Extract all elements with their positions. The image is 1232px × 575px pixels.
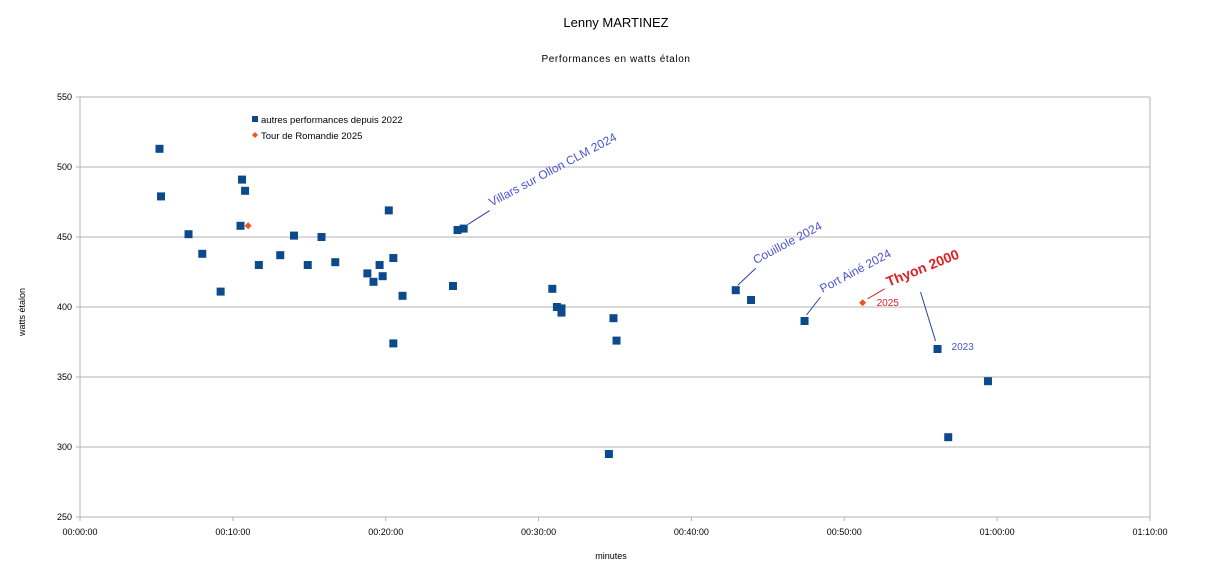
x-axis-label: minutes (595, 551, 627, 561)
data-point (241, 186, 250, 195)
x-tick-label: 00:40:00 (674, 527, 709, 537)
data-point (216, 287, 225, 296)
annotation-label: Port Ainé 2024 (817, 246, 893, 295)
annotation-layer: Villars sur Ollon CLM 2024 Couillole 2024… (487, 130, 975, 353)
y-tick-label: 400 (57, 302, 72, 312)
data-point (731, 286, 740, 295)
x-tick-label: 01:00:00 (980, 527, 1015, 537)
annotation-connector (737, 267, 757, 286)
data-point (375, 261, 384, 269)
y-tick-label: 550 (57, 92, 72, 102)
data-point (198, 249, 207, 258)
data-point (557, 304, 566, 313)
annotation-connector (467, 210, 490, 226)
connector-layer (467, 210, 937, 342)
tick-layer: 250 300 350 400 450 500 550 00:00:00 00:10:00 00:… (57, 92, 1168, 537)
x-tick-label: 01:10:00 (1132, 527, 1167, 537)
data-point (548, 284, 557, 293)
y-tick-label: 250 (57, 512, 72, 522)
data-point (389, 339, 398, 348)
data-point (448, 282, 457, 290)
data-point (378, 272, 387, 281)
legend-marker-orange (252, 132, 258, 138)
annotation-label: 2025 (877, 298, 900, 309)
annotation-connector (920, 291, 937, 342)
legend: autres performances depuis 2022 Tour de … (252, 115, 403, 142)
data-point (609, 314, 618, 323)
data-point (384, 206, 393, 215)
data-point (604, 450, 613, 458)
grid-layer (79, 96, 1151, 518)
data-point (238, 175, 247, 184)
data-point (303, 261, 312, 269)
data-point (983, 377, 992, 386)
data-point (459, 224, 468, 233)
data-point (317, 233, 326, 241)
y-tick-label: 500 (57, 162, 72, 172)
data-point (612, 336, 621, 345)
data-point (276, 251, 285, 260)
data-point (800, 317, 809, 325)
data-point (155, 144, 164, 153)
annotation-label: Villars sur Ollon CLM 2024 (487, 130, 620, 209)
y-tick-label: 350 (57, 372, 72, 382)
data-point (944, 433, 953, 442)
data-point (389, 254, 398, 262)
legend-marker-blue (252, 116, 258, 122)
data-point (933, 345, 942, 353)
data-point (331, 258, 340, 267)
data-point (398, 291, 407, 300)
annotation-label: 2023 (952, 342, 975, 353)
point-layer (155, 144, 992, 458)
data-point (453, 226, 462, 234)
x-tick-label: 00:10:00 (215, 527, 250, 537)
y-tick-label: 450 (57, 232, 72, 242)
data-point-highlight (859, 299, 867, 307)
x-tick-label: 00:30:00 (521, 527, 556, 537)
data-point (363, 269, 372, 278)
data-point (552, 303, 561, 311)
data-point (557, 308, 566, 317)
data-point (184, 230, 193, 239)
x-tick-label: 00:50:00 (827, 527, 862, 537)
data-point-highlight (244, 222, 252, 230)
annotation-label: Thyon 2000 (884, 246, 962, 290)
annotation-connector (806, 296, 821, 316)
x-tick-label: 00:00:00 (62, 527, 97, 537)
data-point (747, 296, 756, 304)
y-tick-label: 300 (57, 442, 72, 452)
legend-label-series-1: autres performances depuis 2022 (261, 115, 403, 126)
x-tick-label: 00:20:00 (368, 527, 403, 537)
data-point (157, 192, 166, 201)
annotation-connector (867, 288, 885, 300)
y-axis-label: watts étalon (17, 288, 27, 337)
data-point (369, 277, 378, 286)
annotation-label: Couillole 2024 (751, 219, 825, 267)
data-point (290, 231, 298, 240)
data-point (236, 221, 245, 230)
chart-title: Lenny MARTINEZ (563, 15, 668, 30)
chart-subtitle: Performances en watts étalon (541, 54, 690, 65)
legend-label-series-2: Tour de Romandie 2025 (261, 131, 362, 142)
data-point (254, 261, 263, 269)
